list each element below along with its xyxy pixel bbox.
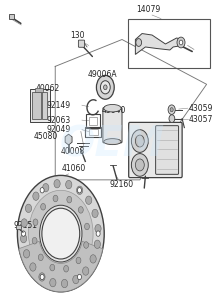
Text: 45080: 45080 xyxy=(33,132,58,141)
Circle shape xyxy=(66,180,72,189)
Text: 43059: 43059 xyxy=(189,104,213,113)
Circle shape xyxy=(78,207,83,213)
Text: 43040: 43040 xyxy=(102,106,126,115)
Text: 92160: 92160 xyxy=(110,181,134,190)
Circle shape xyxy=(96,75,114,99)
Bar xyxy=(86,114,100,128)
Circle shape xyxy=(77,186,83,194)
Circle shape xyxy=(84,223,89,230)
Text: 92151: 92151 xyxy=(13,221,37,230)
Text: 41060: 41060 xyxy=(62,164,86,173)
Circle shape xyxy=(92,209,98,218)
Bar xyxy=(32,92,41,118)
Bar xyxy=(17,225,21,229)
Circle shape xyxy=(169,115,175,122)
Circle shape xyxy=(76,257,81,264)
Circle shape xyxy=(17,176,104,292)
Circle shape xyxy=(78,274,82,280)
Circle shape xyxy=(42,208,80,259)
Bar xyxy=(128,19,210,68)
FancyBboxPatch shape xyxy=(156,126,179,174)
Circle shape xyxy=(54,179,60,188)
Circle shape xyxy=(135,135,144,147)
Circle shape xyxy=(20,234,27,243)
Circle shape xyxy=(168,105,175,115)
Circle shape xyxy=(73,275,79,284)
Circle shape xyxy=(22,231,26,236)
Circle shape xyxy=(95,224,101,233)
Bar xyxy=(30,89,50,122)
Circle shape xyxy=(96,231,100,236)
Text: 43057: 43057 xyxy=(189,115,213,124)
Text: 40062: 40062 xyxy=(35,84,59,93)
Circle shape xyxy=(33,219,38,226)
FancyBboxPatch shape xyxy=(78,40,85,47)
Circle shape xyxy=(40,188,44,193)
Circle shape xyxy=(28,190,93,277)
Circle shape xyxy=(170,108,173,112)
Text: 49006A: 49006A xyxy=(87,70,117,79)
Circle shape xyxy=(40,205,82,262)
Circle shape xyxy=(61,279,68,288)
Circle shape xyxy=(177,37,185,48)
Circle shape xyxy=(86,196,92,204)
Circle shape xyxy=(32,237,37,244)
Circle shape xyxy=(103,85,107,90)
Circle shape xyxy=(41,203,45,210)
Text: 92049: 92049 xyxy=(47,125,71,134)
Circle shape xyxy=(25,204,32,212)
Ellipse shape xyxy=(104,139,121,145)
Text: 40008: 40008 xyxy=(61,147,85,156)
Bar xyxy=(9,14,14,19)
Text: 92149: 92149 xyxy=(47,101,71,110)
Circle shape xyxy=(94,240,100,248)
Bar xyxy=(85,127,101,137)
Bar xyxy=(35,88,43,92)
Circle shape xyxy=(135,159,144,171)
Circle shape xyxy=(83,267,89,275)
Circle shape xyxy=(43,184,49,192)
Circle shape xyxy=(179,40,183,45)
Circle shape xyxy=(136,39,142,46)
Circle shape xyxy=(53,195,58,202)
Circle shape xyxy=(50,264,55,271)
Circle shape xyxy=(30,263,36,271)
Circle shape xyxy=(40,274,44,280)
Polygon shape xyxy=(135,34,183,54)
FancyBboxPatch shape xyxy=(103,108,122,143)
Circle shape xyxy=(131,130,148,152)
Text: 14079: 14079 xyxy=(137,4,161,14)
Circle shape xyxy=(131,154,148,176)
FancyBboxPatch shape xyxy=(129,122,182,178)
Text: 92063: 92063 xyxy=(47,116,71,124)
Circle shape xyxy=(38,254,43,261)
Polygon shape xyxy=(19,241,103,292)
Circle shape xyxy=(67,196,72,203)
Circle shape xyxy=(39,273,45,281)
Bar xyxy=(42,92,47,118)
Circle shape xyxy=(21,219,27,227)
Circle shape xyxy=(90,255,96,263)
Bar xyxy=(89,117,97,124)
Circle shape xyxy=(84,242,88,248)
Ellipse shape xyxy=(104,104,121,112)
Text: 130: 130 xyxy=(70,31,85,40)
Circle shape xyxy=(64,266,69,272)
Bar xyxy=(89,129,97,135)
Circle shape xyxy=(78,188,82,193)
Circle shape xyxy=(24,250,30,258)
Circle shape xyxy=(100,81,110,94)
Circle shape xyxy=(50,278,56,287)
Circle shape xyxy=(33,192,39,200)
Text: OEM: OEM xyxy=(59,123,165,165)
